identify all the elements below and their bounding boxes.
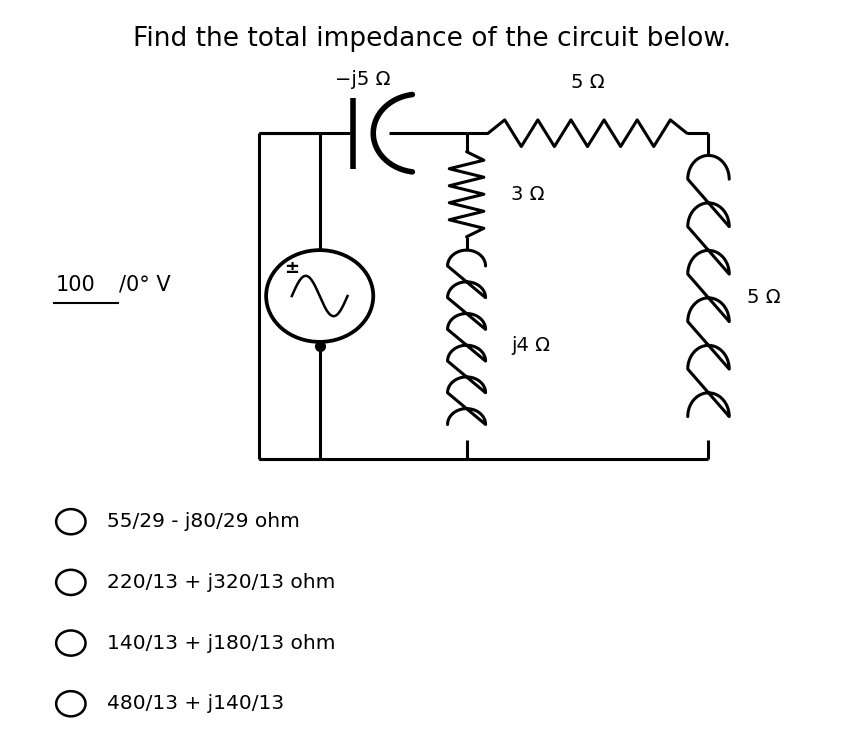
Text: −j5 Ω: −j5 Ω (335, 70, 391, 90)
Text: 5 Ω: 5 Ω (747, 289, 781, 307)
Text: 5 Ω: 5 Ω (571, 73, 604, 92)
Text: 220/13 + j320/13 ohm: 220/13 + j320/13 ohm (107, 573, 335, 592)
Text: Find the total impedance of the circuit below.: Find the total impedance of the circuit … (133, 26, 731, 52)
Text: /0° V: /0° V (119, 275, 171, 295)
Text: 55/29 - j80/29 ohm: 55/29 - j80/29 ohm (107, 512, 300, 531)
Text: 100: 100 (56, 275, 96, 295)
Text: 140/13 + j180/13 ohm: 140/13 + j180/13 ohm (107, 633, 335, 653)
Text: j4 Ω: j4 Ω (511, 336, 550, 354)
Text: 480/13 + j140/13: 480/13 + j140/13 (107, 694, 284, 713)
Text: 3 Ω: 3 Ω (511, 185, 545, 204)
Text: ±: ± (284, 258, 300, 277)
